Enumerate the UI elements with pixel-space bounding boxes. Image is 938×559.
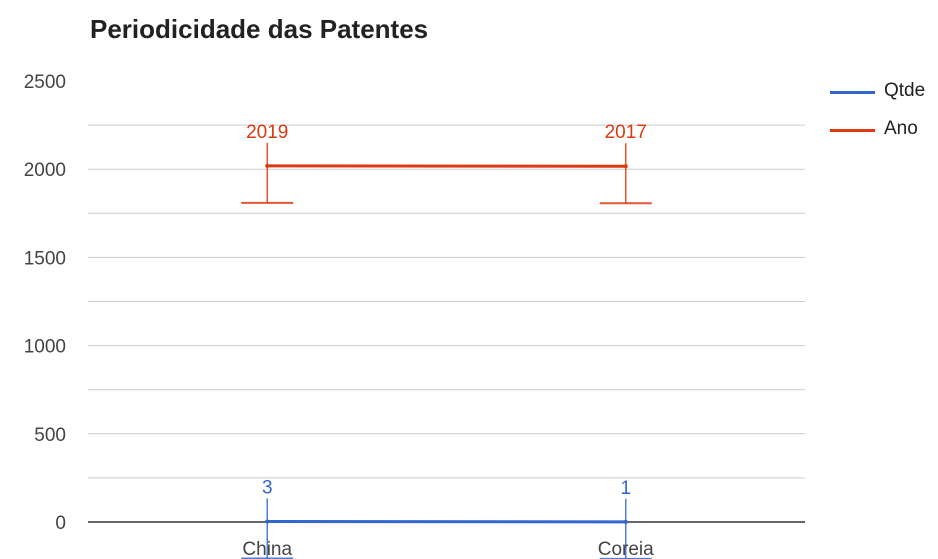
- y-tick-label: 1500: [24, 248, 66, 269]
- data-label-qtde: 1: [620, 478, 631, 499]
- legend-label-ano: Ano: [884, 118, 918, 139]
- y-tick-label: 0: [55, 513, 66, 534]
- chart-legend: Qtde Ano: [830, 80, 935, 156]
- x-tick-label: Coreia: [598, 539, 654, 559]
- data-point-qtde[interactable]: [265, 519, 270, 524]
- y-tick-label: 2000: [24, 160, 66, 181]
- data-point-ano[interactable]: [623, 164, 628, 169]
- legend-item-qtde[interactable]: Qtde: [830, 80, 935, 104]
- legend-label-qtde: Qtde: [884, 80, 926, 101]
- y-tick-label: 1000: [24, 337, 66, 358]
- data-label-ano: 2017: [605, 122, 647, 143]
- legend-swatch-ano: [830, 129, 875, 132]
- chart-title: Periodicidade das Patentes: [90, 14, 429, 44]
- y-tick-label: 2500: [24, 72, 66, 93]
- data-point-qtde[interactable]: [623, 519, 628, 524]
- x-tick-label: China: [242, 539, 292, 559]
- y-tick-label: 500: [34, 425, 66, 446]
- data-label-ano: 2019: [246, 122, 288, 143]
- data-point-ano[interactable]: [265, 163, 270, 168]
- legend-item-ano[interactable]: Ano: [830, 118, 935, 142]
- data-label-qtde: 3: [262, 477, 273, 498]
- legend-swatch-qtde: [830, 91, 875, 94]
